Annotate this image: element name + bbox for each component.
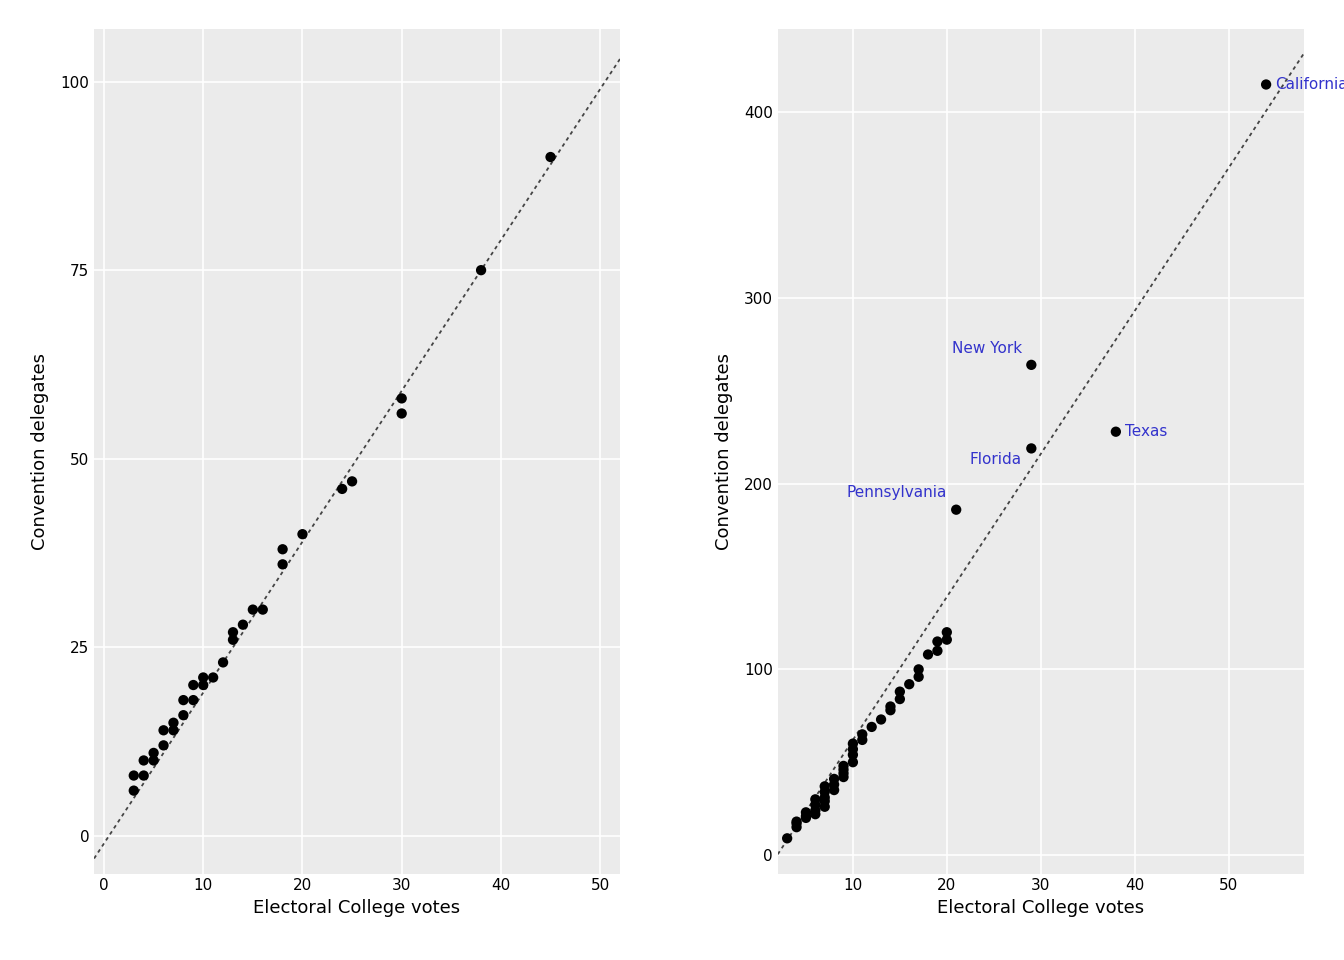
Point: [777, 830, 798, 846]
Point: [843, 755, 864, 770]
Point: [852, 727, 874, 742]
Y-axis label: Convention delegates: Convention delegates: [715, 352, 732, 550]
Point: [880, 703, 902, 718]
Point: [899, 677, 921, 692]
Point: [824, 771, 845, 786]
Point: [871, 711, 892, 727]
Point: [945, 502, 966, 517]
Point: [805, 803, 827, 818]
Point: [862, 719, 883, 734]
Point: [172, 708, 194, 723]
Point: [796, 808, 817, 824]
Point: [222, 625, 243, 640]
Point: [253, 602, 274, 617]
Point: [805, 792, 827, 807]
Text: Florida: Florida: [970, 452, 1021, 468]
Text: Pennsylvania: Pennsylvania: [847, 486, 946, 500]
Point: [814, 790, 836, 805]
Point: [133, 768, 155, 783]
Point: [212, 655, 234, 670]
Point: [203, 670, 224, 685]
Point: [271, 557, 293, 572]
Point: [222, 632, 243, 647]
Y-axis label: Convention delegates: Convention delegates: [31, 352, 50, 550]
Point: [814, 794, 836, 809]
Point: [833, 762, 855, 778]
Point: [292, 526, 313, 541]
Point: [153, 723, 175, 738]
Point: [142, 753, 164, 768]
Point: [890, 691, 911, 707]
Point: [153, 737, 175, 753]
Point: [786, 814, 808, 829]
Text: California: California: [1275, 77, 1344, 92]
Point: [163, 723, 184, 738]
Point: [935, 632, 957, 647]
Text: New York: New York: [952, 341, 1021, 355]
Point: [805, 797, 827, 812]
Point: [124, 783, 145, 799]
Point: [172, 692, 194, 708]
Text: Texas: Texas: [1125, 424, 1168, 440]
Point: [796, 810, 817, 826]
Point: [242, 602, 263, 617]
Point: [1255, 77, 1277, 92]
Point: [183, 692, 204, 708]
Point: [814, 799, 836, 814]
Point: [814, 784, 836, 800]
Point: [1105, 424, 1126, 440]
Point: [909, 669, 930, 684]
Point: [786, 816, 808, 831]
Point: [805, 806, 827, 822]
Point: [796, 804, 817, 820]
Point: [163, 715, 184, 731]
Point: [814, 779, 836, 794]
Point: [880, 699, 902, 714]
Point: [909, 661, 930, 677]
Point: [332, 481, 353, 496]
Point: [843, 747, 864, 762]
Point: [233, 617, 254, 633]
Point: [833, 766, 855, 781]
Point: [926, 634, 948, 649]
Point: [1020, 357, 1042, 372]
Point: [192, 670, 214, 685]
Point: [271, 541, 293, 557]
Point: [391, 406, 413, 421]
Point: [926, 643, 948, 659]
Point: [917, 647, 938, 662]
Point: [183, 678, 204, 693]
Point: [391, 391, 413, 406]
Point: [470, 262, 492, 277]
X-axis label: Electoral College votes: Electoral College votes: [937, 899, 1144, 917]
Point: [786, 820, 808, 835]
Point: [341, 473, 363, 489]
Point: [133, 753, 155, 768]
Point: [935, 625, 957, 640]
Point: [540, 150, 562, 165]
Point: [833, 758, 855, 774]
Point: [1020, 441, 1042, 456]
Point: [824, 782, 845, 798]
Point: [890, 684, 911, 699]
Point: [124, 768, 145, 783]
Point: [852, 732, 874, 748]
Point: [824, 777, 845, 792]
Point: [833, 769, 855, 784]
Point: [843, 736, 864, 752]
X-axis label: Electoral College votes: Electoral College votes: [254, 899, 461, 917]
Point: [142, 745, 164, 760]
Point: [192, 678, 214, 693]
Point: [843, 741, 864, 756]
